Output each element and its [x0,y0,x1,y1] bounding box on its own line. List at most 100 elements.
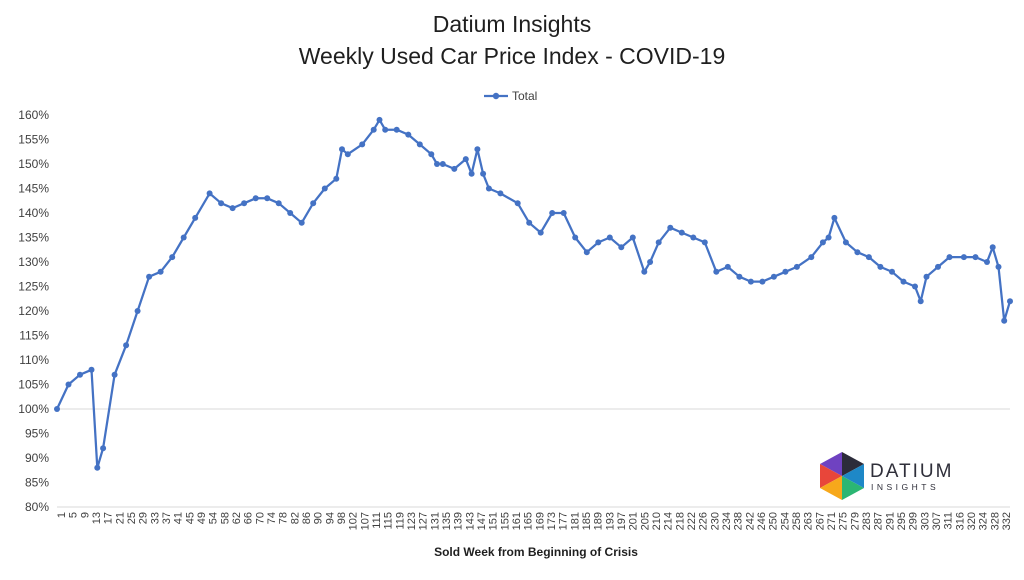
x-tick-label: 193 [604,512,616,530]
data-point [146,273,153,280]
x-tick-label: 131 [429,512,441,530]
y-tick-label: 125% [18,280,49,294]
y-tick-label: 150% [18,157,49,171]
datium-logo: DATIUM INSIGHTS [820,452,951,500]
data-point [134,308,141,314]
x-tick-label: 123 [406,512,418,530]
data-point [782,268,789,275]
data-point [641,268,648,275]
data-point [989,244,996,251]
x-tick-label: 161 [511,512,523,530]
x-tick-label: 271 [826,512,838,530]
data-point [474,146,481,153]
data-point [935,263,941,270]
x-tick-label: 283 [861,512,873,530]
data-point [912,283,918,290]
x-tick-label: 151 [488,512,500,530]
data-point [264,195,271,202]
x-tick-label: 139 [453,512,465,530]
data-point [169,254,176,261]
legend-marker [492,92,500,100]
x-tick-label: 127 [418,512,430,530]
x-tick-label: 263 [803,512,815,530]
data-point [416,141,423,148]
x-tick-label: 287 [873,512,885,530]
x-tick-label: 267 [814,512,826,530]
x-tick-label: 254 [779,512,791,530]
data-point [923,273,930,280]
x-tick-label: 82 [289,512,301,524]
x-tick-label: 234 [721,512,733,530]
data-point [549,210,556,216]
data-point [865,254,872,261]
x-tick-label: 210 [651,512,663,530]
y-tick-label: 145% [18,182,49,196]
y-tick-label: 135% [18,231,49,245]
x-tick-label: 279 [849,512,861,530]
x-tick-label: 119 [394,512,406,530]
x-tick-label: 147 [476,512,488,530]
x-tick-label: 328 [989,512,1001,530]
data-point [485,185,492,192]
y-tick-label: 120% [18,304,49,318]
data-point [451,165,458,172]
y-tick-label: 95% [25,427,49,441]
x-tick-label: 299 [908,512,920,530]
x-tick-label: 291 [884,512,896,530]
x-tick-label: 74 [266,512,278,524]
data-point [678,229,685,236]
data-point [462,156,469,163]
x-tick-label: 169 [534,512,546,530]
x-tick-label: 37 [161,512,173,524]
data-point [667,224,674,231]
y-tick-label: 160% [18,108,49,122]
x-tick-label: 107 [359,512,371,530]
data-point [218,200,225,207]
data-point [946,254,953,261]
data-point [647,259,654,265]
x-tick-label: 29 [138,512,150,524]
x-tick-label: 258 [791,512,803,530]
x-tick-label: 316 [954,512,966,530]
data-point [701,239,708,246]
x-tick-label: 135 [441,512,453,530]
data-point [819,239,826,246]
data-point [854,249,861,256]
data-point [111,371,118,378]
data-point [100,445,107,452]
data-point [808,254,815,261]
data-point [618,244,625,251]
x-tick-label: 332 [1001,512,1013,530]
data-point [157,268,164,275]
data-point [376,116,383,123]
y-tick-label: 155% [18,133,49,147]
x-tick-label: 13 [91,512,103,524]
x-tick-label: 111 [371,512,383,529]
data-point [984,259,990,265]
x-tick-label: 320 [966,512,978,530]
x-tick-label: 303 [919,512,931,530]
x-tick-label: 246 [756,512,768,530]
x-tick-label: 62 [231,512,243,524]
y-tick-label: 130% [18,255,49,269]
y-tick-label: 105% [18,378,49,392]
data-point [94,464,101,471]
data-point [287,210,294,216]
data-point [65,381,72,388]
chart-title: Datium Insights [433,11,592,37]
x-tick-label: 250 [768,512,780,530]
x-tick-label: 94 [324,512,336,524]
x-tick-label: 17 [103,512,115,524]
data-point [405,131,412,138]
x-tick-label: 230 [709,512,721,530]
y-tick-label: 100% [18,402,49,416]
data-point [468,170,475,177]
data-point [1007,298,1013,305]
y-tick-label: 140% [18,206,49,220]
x-tick-label: 155 [499,512,511,530]
x-axis-title: Sold Week from Beginning of Crisis [434,545,638,559]
data-point [713,268,720,275]
data-point [560,210,567,216]
legend-label-total: Total [512,89,537,103]
